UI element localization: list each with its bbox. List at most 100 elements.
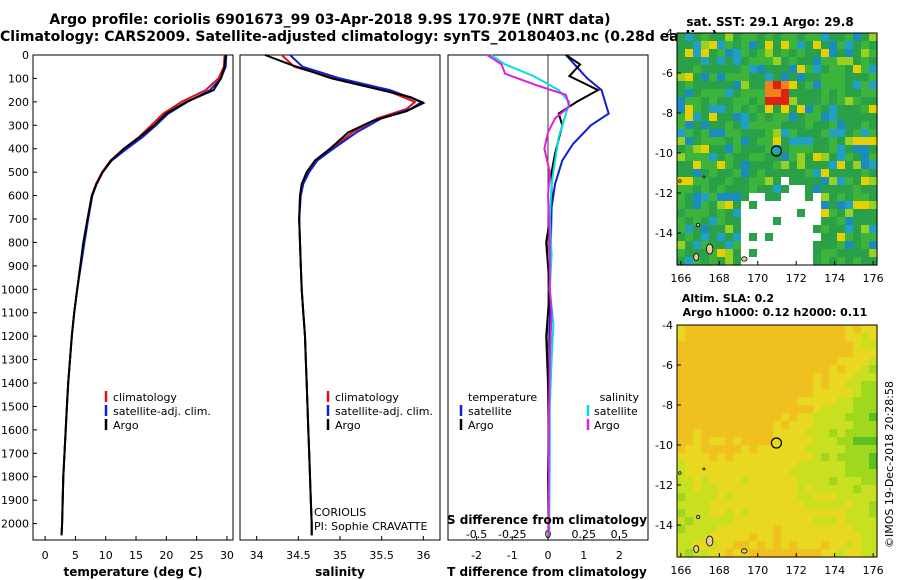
map-cell (829, 161, 838, 170)
map-cell (845, 413, 854, 422)
map-cell (741, 57, 750, 66)
map-cell (805, 105, 814, 114)
map-cell (693, 421, 702, 430)
map-cell (757, 225, 766, 234)
map-cell (781, 437, 790, 446)
depth-tick-label: 1800 (1, 471, 29, 484)
map-cell (861, 549, 870, 558)
map-cell (717, 549, 726, 558)
map-cell (781, 105, 790, 114)
map-cell (853, 517, 862, 526)
map-cell (725, 89, 734, 98)
map-cell (837, 113, 846, 122)
island (696, 222, 701, 227)
map-cell (677, 137, 686, 146)
map-cell (845, 65, 854, 74)
map-cell (821, 437, 830, 446)
map-cell (677, 493, 686, 502)
map-cell (861, 501, 870, 510)
map-cell (805, 161, 814, 170)
map-cell (725, 541, 734, 550)
map-cell (693, 121, 702, 130)
map-cell (797, 41, 806, 50)
map-cell (781, 201, 790, 210)
map-cell (821, 201, 830, 210)
map-cell (829, 113, 838, 122)
map-cell (789, 129, 798, 138)
map-cell (701, 477, 710, 486)
map-cell (829, 225, 838, 234)
map-cell (821, 381, 830, 390)
map-cell (773, 233, 782, 242)
map-cell (725, 201, 734, 210)
map-cell (773, 257, 782, 266)
map-cell (797, 381, 806, 390)
map-cell (741, 517, 750, 526)
map-cell (773, 201, 782, 210)
map-cell (813, 105, 822, 114)
map-cell (845, 493, 854, 502)
map-cell (805, 477, 814, 486)
lon-tick-label: 168 (709, 272, 730, 285)
map-cell (773, 153, 782, 162)
map-cell (853, 341, 862, 350)
map-cell (853, 201, 862, 210)
map-cell (797, 397, 806, 406)
map-cell (741, 113, 750, 122)
map-cell (869, 121, 878, 130)
map-cell (765, 405, 774, 414)
temperature-panel: 0100200300400500600700800900100011001200… (1, 49, 234, 579)
map-cell (693, 349, 702, 358)
map-cell (765, 89, 774, 98)
map-cell (685, 461, 694, 470)
map-cell (685, 145, 694, 154)
map-cell (741, 81, 750, 90)
map-cell (781, 177, 790, 186)
map-cell (837, 397, 846, 406)
map-cell (677, 429, 686, 438)
map-cell (749, 373, 758, 382)
map-cell (725, 421, 734, 430)
map-cell (869, 137, 878, 146)
map-cell (757, 121, 766, 130)
map-cell (781, 533, 790, 542)
series-argo (264, 54, 426, 536)
map-cell (749, 217, 758, 226)
map-cell (757, 501, 766, 510)
map-cell (869, 445, 878, 454)
map-cell (789, 541, 798, 550)
map-cell (757, 477, 766, 486)
map-cell (765, 225, 774, 234)
map-cell (757, 461, 766, 470)
s-diff-tick-label: -0.25 (498, 528, 526, 541)
map-cell (837, 49, 846, 58)
map-cell (757, 241, 766, 250)
map-cell (717, 97, 726, 106)
map-cell (821, 509, 830, 518)
map-cell (733, 429, 742, 438)
map-cell (797, 161, 806, 170)
map-cell (693, 177, 702, 186)
map-cell (693, 525, 702, 534)
map-cell (757, 373, 766, 382)
map-cell (709, 81, 718, 90)
map-cell (781, 413, 790, 422)
map-cell (733, 341, 742, 350)
map-cell (749, 233, 758, 242)
map-cell (789, 193, 798, 202)
map-cell (821, 357, 830, 366)
map-cell (861, 73, 870, 82)
map-cell (829, 373, 838, 382)
map-cell (869, 49, 878, 58)
map-cell (845, 33, 854, 42)
map-cell (701, 325, 710, 334)
map-cell (797, 193, 806, 202)
map-cell (709, 193, 718, 202)
map-cell (797, 185, 806, 194)
map-cell (861, 209, 870, 218)
map-cell (709, 145, 718, 154)
map-cell (829, 413, 838, 422)
map-cell (773, 241, 782, 250)
map-cell (853, 453, 862, 462)
map-cell (781, 81, 790, 90)
